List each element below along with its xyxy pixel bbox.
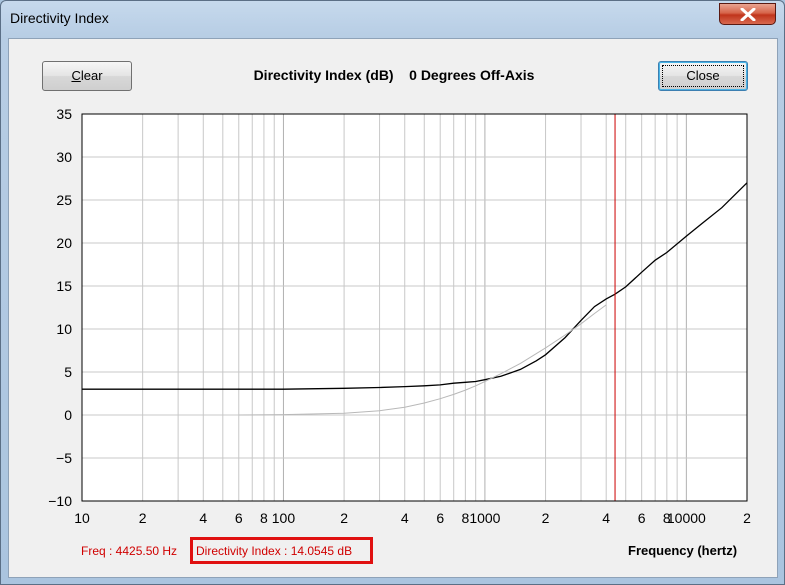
x-tick-label: 6 [436,510,444,526]
x-tick-label: 4 [401,510,409,526]
x-tick-label: 2 [542,510,550,526]
clear-button[interactable]: Clear [42,61,132,91]
x-tick-label: 2 [139,510,147,526]
y-tick-label: 15 [56,278,72,294]
dialog-client: Clear Directivity Index (dB) 0 Degrees O… [8,38,778,578]
x-tick-label: 1000 [469,510,500,526]
highlight-box [190,537,373,564]
x-tick-label: 8 [461,510,469,526]
focus-rect [662,65,744,87]
x-tick-label: 10 [74,510,90,526]
x-tick-label: 10000 [667,510,706,526]
y-tick-label: 0 [64,407,72,423]
close-button-label: Close [686,68,720,83]
close-icon [740,8,756,21]
x-tick-label: 6 [638,510,646,526]
y-tick-label: −10 [48,493,72,509]
clear-label-rest: lear [80,68,103,83]
x-tick-label: 8 [260,510,268,526]
directivity-readout: Directivity Index : 14.0545 dB [196,544,353,558]
y-tick-label: 35 [56,106,72,122]
freq-readout: Freq : 4425.50 Hz [81,544,178,558]
chart-title: Directivity Index (dB) 0 Degrees Off-Axi… [9,67,779,83]
close-button[interactable]: Close [658,61,748,91]
plot-background [82,114,747,501]
x-tick-label: 4 [199,510,207,526]
y-tick-label: 25 [56,192,72,208]
y-tick-label: 5 [64,364,72,380]
y-tick-label: −5 [56,450,72,466]
x-tick-label: 4 [602,510,610,526]
x-tick-label: 2 [340,510,348,526]
x-tick-label: 6 [235,510,243,526]
x-tick-label: 8 [663,510,671,526]
window-title: Directivity Index [10,10,109,26]
reference-curve [238,304,607,416]
main-curve [82,182,748,390]
y-tick-label: 20 [56,235,72,251]
chart-title-text: Directivity Index (dB) 0 Degrees Off-Axi… [253,67,535,83]
clear-label-accel: C [71,68,81,83]
y-tick-label: 10 [56,321,72,337]
x-tick-label: 2 [743,510,751,526]
y-tick-label: 30 [56,149,72,165]
x-tick-label: 100 [272,510,296,526]
window-close-button[interactable] [719,3,776,25]
plot-frame [81,113,748,502]
x-axis-label: Frequency (hertz) [628,543,738,558]
